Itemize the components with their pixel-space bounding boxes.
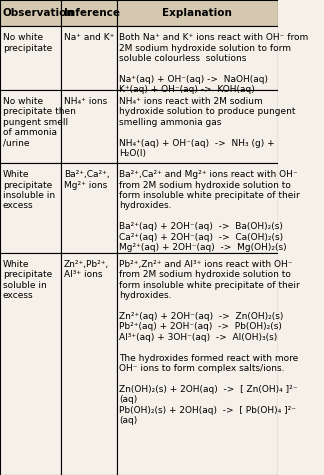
Bar (61, 253, 117, 475)
Text: No white
precipitate then
pungent smell
of ammonia
/urine: No white precipitate then pungent smell … (3, 97, 75, 148)
Text: NH₄⁺ ions: NH₄⁺ ions (64, 97, 107, 106)
Text: Both Na⁺ and K⁺ ions react with OH⁻ from
2M sodium hydroxide solution to form
so: Both Na⁺ and K⁺ ions react with OH⁻ from… (120, 33, 309, 94)
Bar (0, 26, 61, 90)
Bar (61, 90, 117, 163)
Bar (0, 163, 61, 253)
Text: Pb²⁺,Zn²⁺ and Al³⁺ ions react with OH⁻
from 2M sodium hydroxide solution to
form: Pb²⁺,Zn²⁺ and Al³⁺ ions react with OH⁻ f… (120, 260, 300, 425)
Text: Na⁺ and K⁺: Na⁺ and K⁺ (64, 33, 114, 42)
Text: Explanation: Explanation (162, 8, 232, 18)
Bar (61, 26, 117, 90)
Bar (117, 253, 278, 475)
Text: NH₄⁺ ions react with 2M sodium
hydroxide solution to produce pungent
smelling am: NH₄⁺ ions react with 2M sodium hydroxide… (120, 97, 296, 158)
Text: White
precipitate
insoluble in
excess: White precipitate insoluble in excess (3, 170, 55, 210)
Bar (0, 90, 61, 163)
Text: Inference: Inference (64, 8, 120, 18)
Bar (0, 0, 61, 26)
Text: No white
precipitate: No white precipitate (3, 33, 52, 53)
Text: Ba²⁺,Ca²⁺,
Mg²⁺ ions: Ba²⁺,Ca²⁺, Mg²⁺ ions (64, 170, 110, 190)
Bar (61, 0, 117, 26)
Text: Zn²⁺,Pb²⁺,
Al³⁺ ions: Zn²⁺,Pb²⁺, Al³⁺ ions (64, 260, 109, 279)
Bar (61, 163, 117, 253)
Bar (117, 26, 278, 90)
Bar (117, 90, 278, 163)
Text: Observation: Observation (3, 8, 75, 18)
Text: White
precipitate
soluble in
excess: White precipitate soluble in excess (3, 260, 52, 300)
Bar (117, 0, 278, 26)
Bar (0, 253, 61, 475)
Text: Ba²⁺,Ca²⁺ and Mg²⁺ ions react with OH⁻
from 2M sodium hydroxide solution to
form: Ba²⁺,Ca²⁺ and Mg²⁺ ions react with OH⁻ f… (120, 170, 300, 252)
Bar (117, 163, 278, 253)
